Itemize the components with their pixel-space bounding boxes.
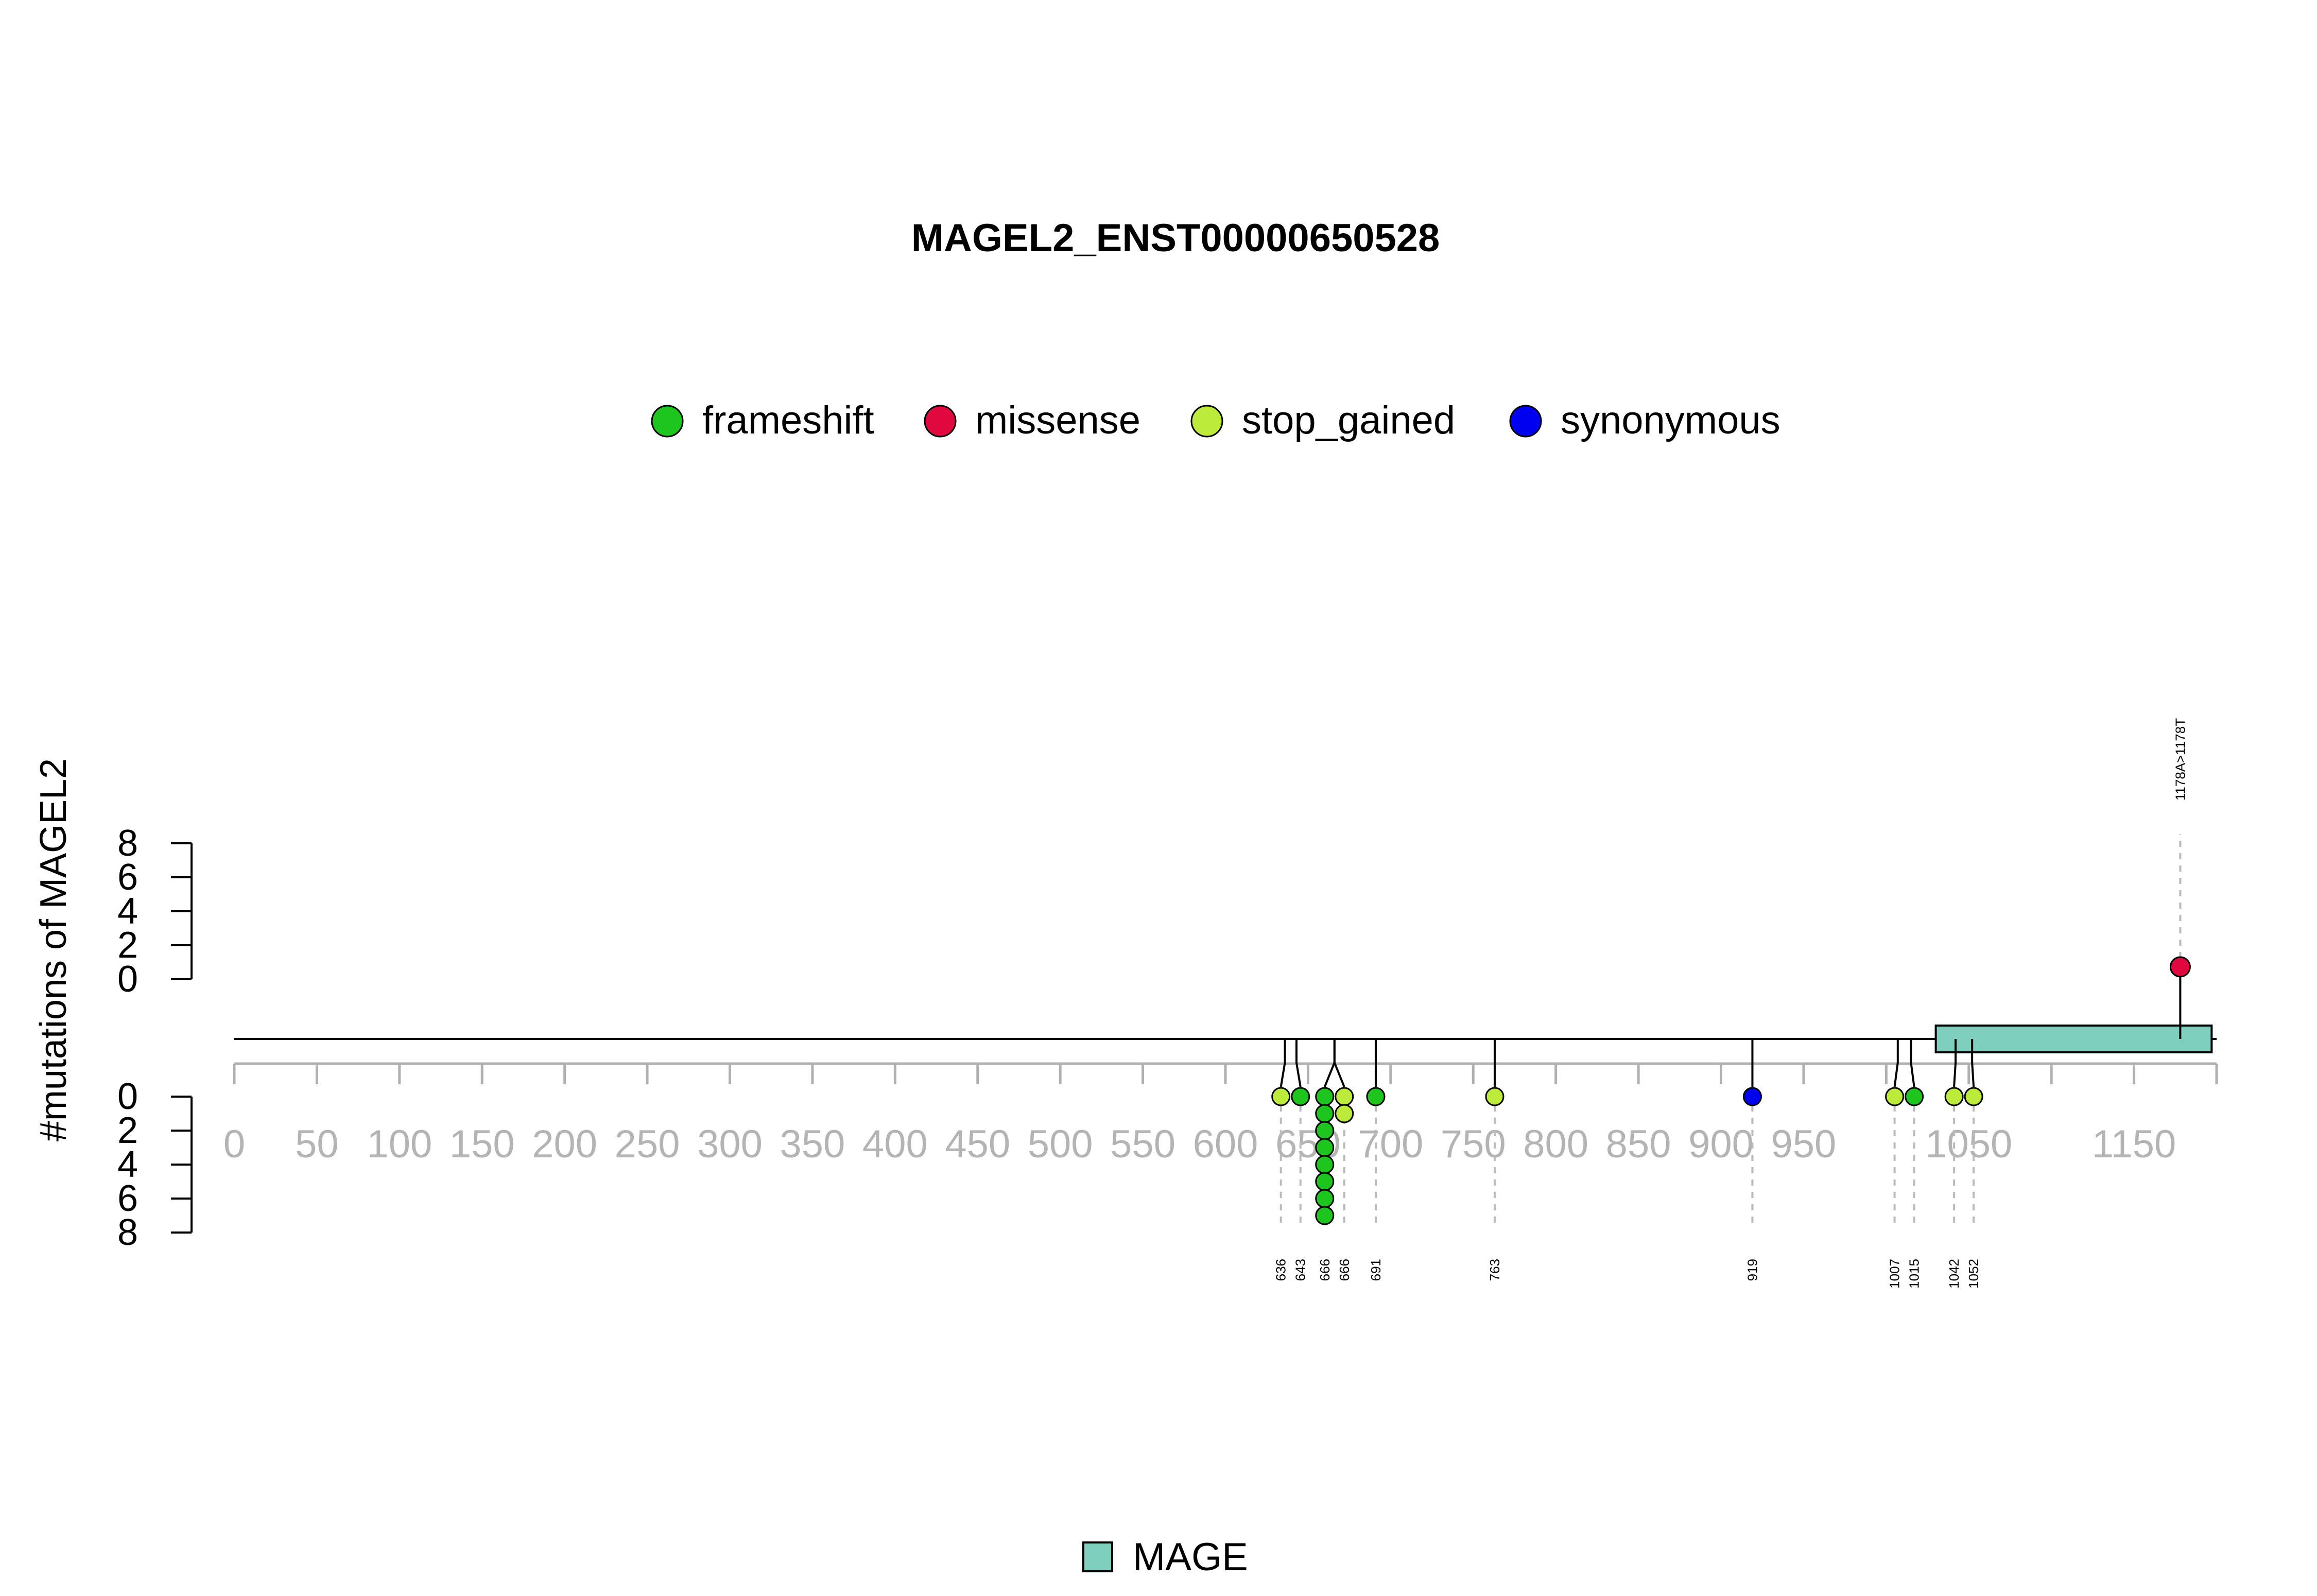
bottom-stem: [1279, 1039, 1286, 1087]
bottom-lollipop-frameshift: [1315, 1172, 1335, 1191]
y-bottom-tick-label: 0: [117, 1076, 138, 1117]
x-tick-label: 800: [1523, 1122, 1588, 1166]
y-bottom-tick-label: 8: [117, 1212, 138, 1253]
x-tick-label: 950: [1771, 1122, 1837, 1166]
y-axis-label: #mutations of MAGEL2: [33, 758, 74, 1141]
x-tick-label: 450: [945, 1122, 1010, 1166]
bottom-lollipop-frameshift: [1315, 1138, 1335, 1157]
bottom-stem: [1893, 1039, 1899, 1087]
x-tick-label: 750: [1441, 1122, 1506, 1166]
bottom-lollipop-synonymous: [1742, 1087, 1762, 1106]
x-tick-label: 1150: [2092, 1122, 2176, 1166]
domain-legend-swatch: [1082, 1541, 1113, 1572]
bottom-stem: [1910, 1039, 1915, 1087]
bottom-stem: [1953, 1039, 1957, 1087]
bottom-lollipop-stop_gained: [1485, 1087, 1505, 1106]
bottom-mutation-label: 666: [1317, 1259, 1333, 1281]
bottom-mutation-label: 1015: [1907, 1259, 1922, 1289]
bottom-mutation-label: 1052: [1966, 1259, 1981, 1289]
x-tick-label: 700: [1358, 1122, 1423, 1166]
x-tick-label: 550: [1110, 1122, 1175, 1166]
x-tick-label: 250: [615, 1122, 680, 1166]
x-tick-label: 50: [295, 1122, 339, 1166]
domain-layer: [1934, 1025, 2213, 1053]
legend-swatch-frameshift: [651, 405, 684, 438]
bottom-lollipop-frameshift: [1315, 1121, 1335, 1140]
bottom-lollipop-frameshift: [1315, 1189, 1335, 1208]
x-tick-label: 600: [1193, 1122, 1258, 1166]
legend-label-synonymous: synonymous: [1561, 398, 1780, 442]
bottom-lollipop-stop_gained: [1335, 1104, 1354, 1123]
y-bottom-tick-label: 6: [117, 1178, 138, 1219]
top-lollipop-missense: [2169, 956, 2191, 978]
chart-title: MAGEL2_ENST00000650528: [911, 216, 1440, 260]
bottom-lollipop-stop_gained: [1964, 1087, 1983, 1106]
x-tick-label: 900: [1688, 1122, 1754, 1166]
legend-label-frameshift: frameshift: [702, 398, 874, 442]
domain-MAGE: [1934, 1025, 2213, 1053]
y-top-tick-label: 2: [117, 925, 138, 966]
x-tick-label: 200: [532, 1122, 597, 1166]
bottom-stem: [1971, 1039, 1975, 1087]
domain-legend-label: MAGE: [1133, 1535, 1248, 1579]
x-tick-label: 500: [1028, 1122, 1093, 1166]
y-top-tick-label: 0: [117, 959, 138, 1000]
bottom-lollipop-stop_gained: [1335, 1087, 1354, 1106]
x-tick-label: 0: [223, 1122, 245, 1166]
bottom-lollipop-frameshift: [1905, 1087, 1924, 1106]
bottom-mutation-label: 643: [1293, 1259, 1308, 1281]
bottom-mutation-layer: 636 643 666 666 691 763 919 1007 1015 1042 1052: [1271, 1039, 1983, 1289]
bottom-lollipop-frameshift: [1366, 1087, 1386, 1106]
x-tick-label: 400: [862, 1122, 928, 1166]
x-tick-label: 300: [697, 1122, 763, 1166]
y-top-tick-label: 4: [117, 891, 138, 932]
y-top-tick-label: 8: [117, 823, 138, 864]
bottom-lollipop-frameshift: [1291, 1087, 1310, 1106]
y-bottom-tick-label: 4: [117, 1144, 138, 1185]
y-bottom-tick-label: 2: [117, 1110, 138, 1151]
legend-swatch-synonymous: [1509, 405, 1542, 438]
bottom-mutation-label: 763: [1487, 1259, 1502, 1281]
top-mutation-label: 1178A>1178T: [2172, 718, 2188, 801]
legend-label-stop_gained: stop_gained: [1242, 398, 1455, 442]
x-tick-label: 150: [449, 1122, 515, 1166]
bottom-lollipop-frameshift: [1315, 1155, 1335, 1174]
x-tick-label: 1050: [1925, 1122, 2012, 1166]
bottom-lollipop-stop_gained: [1271, 1087, 1291, 1106]
x-tick-label: 350: [780, 1122, 845, 1166]
bottom-mutation-label: 919: [1744, 1259, 1760, 1281]
bottom-mutation-label: 636: [1273, 1259, 1289, 1281]
bottom-mutation-label: 1042: [1946, 1259, 1962, 1289]
bottom-lollipop-frameshift: [1315, 1087, 1335, 1106]
domain-legend: MAGE: [1082, 1535, 1248, 1579]
bottom-stem: [1333, 1039, 1345, 1087]
bottom-mutation-label: 1007: [1887, 1259, 1903, 1289]
legend-label-missense: missense: [975, 398, 1140, 442]
top-mutation-layer: 1178A>1178T: [2169, 718, 2191, 1039]
mutation-type-legend: frameshift missense stop_gained synonymous: [651, 398, 1780, 442]
bottom-lollipop-stop_gained: [1885, 1087, 1905, 1106]
bottom-lollipop-stop_gained: [1944, 1087, 1964, 1106]
legend-swatch-stop_gained: [1190, 405, 1223, 438]
bottom-stem: [1295, 1039, 1302, 1087]
bottom-lollipop-frameshift: [1315, 1206, 1335, 1225]
x-tick-label: 100: [367, 1122, 432, 1166]
bottom-mutation-label: 691: [1368, 1259, 1384, 1281]
y-top-tick-label: 6: [117, 857, 138, 898]
bottom-mutation-label: 666: [1337, 1259, 1352, 1281]
x-tick-label: 850: [1606, 1122, 1671, 1166]
bottom-lollipop-frameshift: [1315, 1104, 1335, 1123]
x-axis: 0 50 100 150 200 250 300 350 400 450 500 550 600 650 7…: [223, 1062, 2218, 1166]
legend-swatch-missense: [924, 405, 957, 438]
